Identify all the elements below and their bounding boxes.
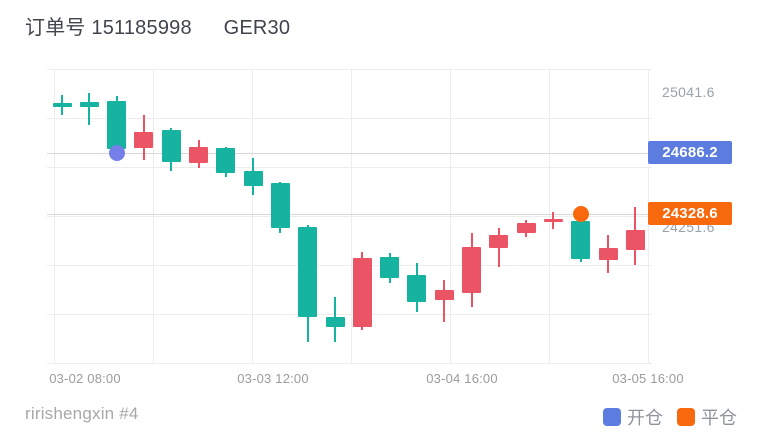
candle[interactable] (380, 256, 400, 279)
candle[interactable] (571, 220, 591, 260)
order-label: 订单号 (25, 17, 86, 39)
symbol-label: GER30 (223, 17, 291, 39)
account-name: ririshengxin #4 (25, 404, 139, 423)
candle[interactable] (79, 101, 99, 107)
close-price-badge: 24328.6 (648, 202, 732, 226)
candle[interactable] (598, 248, 618, 260)
candle[interactable] (462, 246, 481, 294)
h-gridline (47, 314, 652, 315)
candle[interactable] (298, 226, 318, 317)
candle[interactable] (625, 229, 645, 250)
h-gridline (47, 216, 652, 217)
chart-legend: 开仓 平仓 (603, 404, 737, 430)
page-title: 订单号 151185998 GER30 (25, 14, 290, 42)
candle[interactable] (407, 274, 427, 302)
h-gridline (47, 69, 652, 70)
candle[interactable] (134, 131, 154, 149)
candle[interactable] (107, 101, 127, 149)
v-gridline (549, 69, 550, 363)
x-axis-label: 03-04 16:00 (426, 371, 498, 386)
x-axis-label: 03-02 08:00 (49, 371, 121, 386)
candle[interactable] (352, 258, 372, 327)
open-price-line (47, 153, 652, 154)
candle-wick (88, 93, 91, 125)
order-id: 151185998 (91, 17, 192, 39)
close-price-line (47, 214, 652, 215)
candle[interactable] (243, 170, 263, 186)
close-legend-swatch-icon (677, 408, 695, 426)
v-gridline (450, 69, 451, 363)
candle[interactable] (516, 223, 536, 234)
legend-item-open[interactable]: 开仓 (603, 404, 663, 430)
y-axis-label: 25041.6 (662, 84, 715, 100)
candle-wick (443, 279, 446, 322)
open-position-marker[interactable] (108, 144, 125, 161)
candle[interactable] (52, 103, 72, 108)
candle[interactable] (270, 183, 290, 229)
open-legend-swatch-icon (603, 408, 621, 426)
close-position-marker[interactable] (572, 205, 589, 222)
h-gridline (47, 363, 652, 364)
open-price-badge: 24686.2 (648, 141, 732, 165)
candle[interactable] (434, 289, 454, 300)
h-gridline (47, 167, 652, 168)
candle[interactable] (543, 218, 563, 222)
candle[interactable] (189, 146, 208, 164)
legend-close-label: 平仓 (701, 408, 737, 428)
legend-item-close[interactable]: 平仓 (677, 404, 737, 430)
candle[interactable] (325, 316, 345, 327)
v-gridline (252, 69, 253, 363)
x-axis-label: 03-05 16:00 (612, 371, 684, 386)
legend-open-label: 开仓 (627, 408, 663, 428)
x-axis-label: 03-03 12:00 (237, 371, 309, 386)
v-gridline (351, 69, 352, 363)
v-gridline (54, 69, 55, 363)
candle[interactable] (489, 234, 509, 249)
h-gridline (47, 265, 652, 266)
v-gridline (153, 69, 154, 363)
candle[interactable] (216, 148, 236, 174)
candle[interactable] (161, 130, 181, 162)
h-gridline (47, 118, 652, 119)
